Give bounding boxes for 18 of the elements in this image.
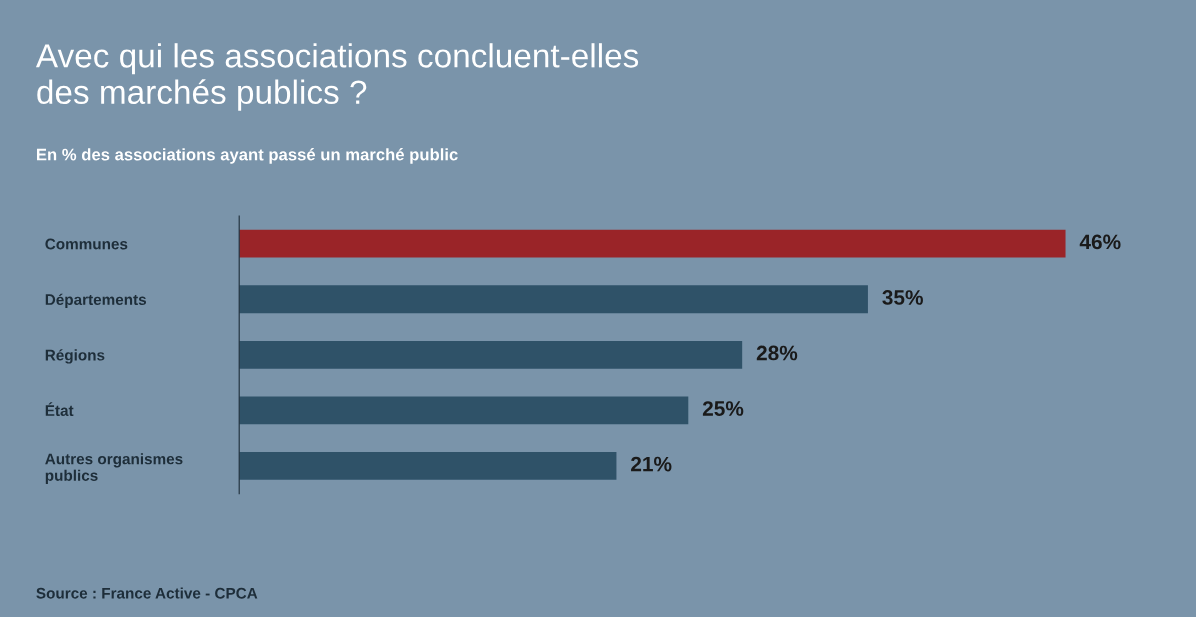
y-tick-label: État <box>45 402 74 416</box>
chart-title: Avec qui les associations concluent-elles des marchés publics ? <box>35 43 639 111</box>
bar <box>239 396 689 425</box>
bar <box>239 451 617 480</box>
bar <box>239 229 1066 258</box>
data-label: 21% <box>631 456 672 472</box>
data-label: 28% <box>756 345 798 361</box>
bar <box>239 285 868 314</box>
data-label: 46% <box>1079 234 1121 250</box>
chart-subtitle: En % des associations ayant passé un marché public <box>36 148 458 164</box>
data-label: 25% <box>702 401 744 416</box>
bar <box>239 340 743 369</box>
y-tick-label: Autres organismes publics <box>45 453 183 484</box>
y-tick-label: Départements <box>45 293 147 309</box>
data-label: 35% <box>882 290 923 305</box>
y-tick-label: Régions <box>45 349 105 364</box>
y-tick-label: Communes <box>45 238 128 250</box>
source-note: Source : France Active - CPCA <box>36 587 258 599</box>
